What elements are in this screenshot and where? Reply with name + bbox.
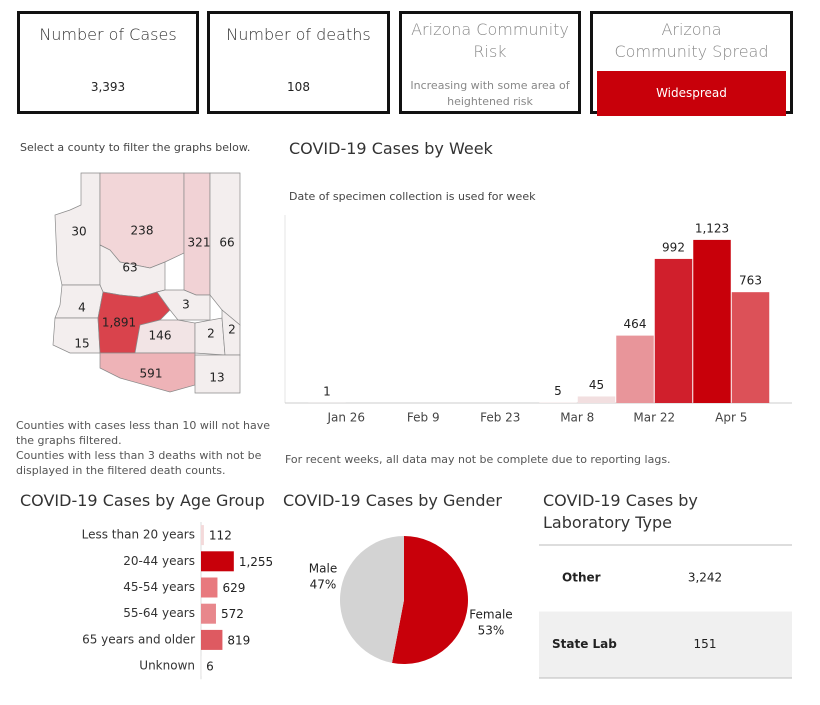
county-label: 1,891	[102, 316, 136, 330]
card-value: Increasing with some area of heightened …	[410, 79, 570, 108]
value-label: 1	[323, 384, 331, 398]
county-label: 63	[122, 261, 137, 275]
bar	[616, 335, 654, 403]
x-tick-label: Feb 23	[480, 411, 520, 425]
county-label: 66	[219, 236, 234, 250]
county	[52, 317, 101, 354]
value-label: 1,255	[239, 555, 273, 569]
table-title: COVID-19 Cases by Laboratory Type	[543, 491, 698, 532]
x-tick-label: Apr 5	[715, 411, 747, 425]
county-label: 13	[209, 371, 224, 385]
card-value: 3,393	[90, 80, 126, 94]
pie-slice	[392, 536, 468, 664]
bar	[201, 603, 216, 624]
spread-badge: Widespread	[597, 71, 786, 116]
value-label: 464	[624, 317, 647, 331]
county-label: 591	[140, 367, 163, 381]
y-tick-label: 45-54 years	[123, 580, 195, 594]
slice-value: 47%	[310, 578, 337, 592]
x-tick-label: Feb 9	[407, 411, 440, 425]
value-label: 45	[589, 378, 604, 392]
bar	[201, 629, 223, 650]
county-label: 30	[71, 225, 86, 239]
chart-title: COVID-19 Cases by Week	[289, 139, 493, 158]
cases-card: Number of Cases 3,393	[17, 11, 199, 114]
row-value: 3,242	[688, 571, 722, 585]
bar	[201, 577, 218, 598]
value-label: 5	[554, 384, 562, 398]
y-tick-label: 20-44 years	[123, 554, 195, 568]
chart-title: COVID-19 Cases by Gender	[283, 491, 502, 510]
y-tick-label: 55-64 years	[123, 606, 195, 620]
card-title: Number of deaths	[226, 25, 371, 44]
value-label: 992	[662, 240, 685, 254]
county	[156, 289, 211, 321]
bar	[201, 525, 204, 546]
slice-label: Female	[469, 608, 512, 622]
slice-label: Male	[309, 562, 337, 576]
county-label: 4	[78, 301, 86, 315]
card-title: Arizona Community Risk	[411, 20, 569, 61]
table-row	[539, 545, 792, 612]
y-tick-label: Less than 20 years	[82, 528, 195, 542]
bar	[693, 239, 731, 403]
value-label: 112	[209, 529, 232, 543]
bar	[577, 396, 616, 403]
card-value: 108	[287, 80, 310, 94]
row-label: Other	[562, 571, 601, 585]
map-note: Counties with less than 3 deaths with no…	[16, 449, 262, 477]
risk-card: Arizona Community Risk Increasing with s…	[399, 11, 581, 114]
spread-card: Arizona Community Spread Widespread	[590, 11, 793, 116]
chart-footnote: For recent weeks, all data may not be co…	[285, 453, 671, 466]
county-label: 2	[228, 323, 236, 337]
county-label: 15	[74, 337, 89, 351]
bar	[654, 258, 693, 403]
deaths-card: Number of deaths 108	[207, 11, 390, 114]
row-label: State Lab	[552, 637, 617, 651]
pie-slice	[339, 536, 404, 663]
county	[194, 354, 241, 394]
row-value: 151	[694, 637, 717, 651]
county	[99, 352, 196, 393]
county-label: 2	[207, 327, 215, 341]
county-label: 238	[131, 224, 154, 238]
value-label: 819	[227, 633, 250, 647]
x-tick-label: Mar 22	[633, 411, 675, 425]
value-label: 629	[222, 581, 245, 595]
bar	[731, 292, 770, 403]
map-note: Counties with cases less than 10 will no…	[16, 419, 270, 447]
value-label: 6	[206, 660, 214, 674]
county-label: 321	[188, 236, 211, 250]
y-tick-label: 65 years and older	[82, 632, 195, 646]
x-tick-label: Mar 8	[560, 411, 594, 425]
bar	[539, 402, 577, 403]
county-label: 146	[149, 329, 172, 343]
value-label: 763	[739, 274, 762, 288]
bar	[201, 551, 234, 572]
table-row	[539, 611, 792, 678]
value-label: 572	[221, 607, 244, 621]
card-title: Number of Cases	[39, 25, 177, 44]
chart-subtitle: Date of specimen collection is used for …	[289, 190, 536, 203]
county	[183, 172, 211, 296]
value-label: 1,123	[695, 221, 729, 235]
map-instruction: Select a county to filter the graphs bel…	[20, 141, 251, 154]
x-tick-label: Jan 26	[326, 411, 365, 425]
card-title: Arizona Community Spread	[614, 20, 769, 61]
county-label: 3	[182, 298, 190, 312]
y-tick-label: Unknown	[139, 659, 195, 673]
slice-value: 53%	[478, 624, 505, 638]
chart-title: COVID-19 Cases by Age Group	[20, 491, 265, 510]
